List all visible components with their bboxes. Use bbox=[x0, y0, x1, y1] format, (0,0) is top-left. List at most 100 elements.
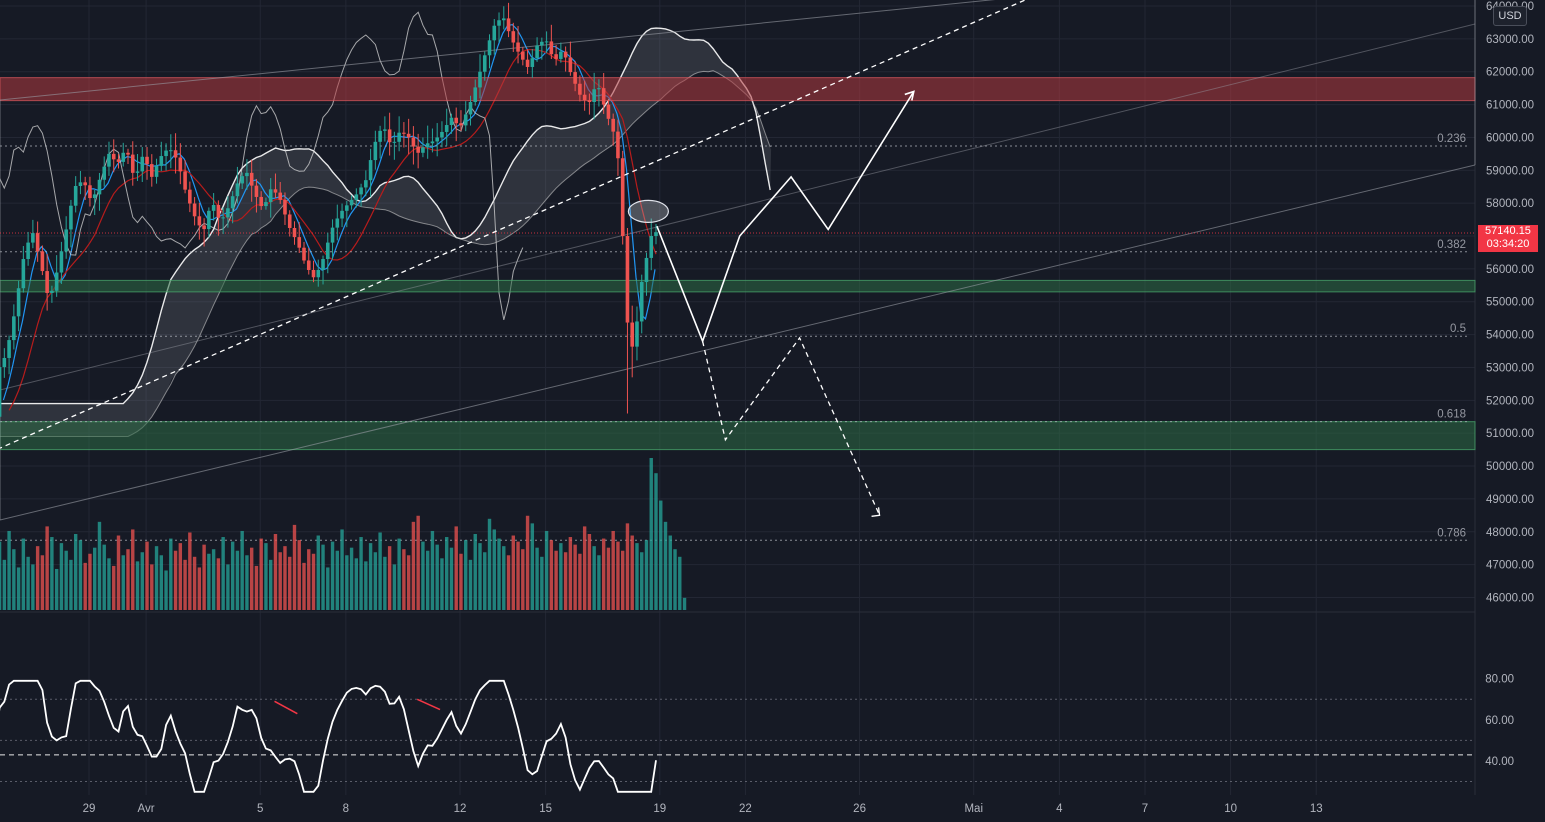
candle-body bbox=[26, 242, 30, 260]
candle-body bbox=[530, 58, 535, 67]
senkou-span-a bbox=[0, 27, 771, 405]
volume-bar bbox=[40, 555, 45, 610]
candle-body bbox=[40, 251, 45, 272]
volume-bar bbox=[7, 530, 11, 610]
candle-body bbox=[173, 150, 178, 158]
candle-body bbox=[340, 210, 344, 219]
bearish-scenario-path[interactable] bbox=[701, 336, 881, 516]
volume-bar bbox=[511, 535, 515, 610]
candle-body bbox=[197, 216, 202, 226]
price-channel[interactable] bbox=[0, 0, 1476, 521]
volume-bar bbox=[216, 558, 221, 610]
volume-bar bbox=[173, 550, 178, 610]
volume-bar bbox=[349, 547, 354, 610]
channel-lower-boundary[interactable] bbox=[0, 164, 1476, 521]
candle-body bbox=[568, 57, 573, 73]
fib-level-label: 0.382 bbox=[1437, 239, 1466, 251]
candle-body bbox=[463, 114, 468, 126]
price-axis-label: 54000.00 bbox=[1486, 330, 1534, 342]
volume-bar bbox=[159, 555, 164, 610]
candle-body bbox=[54, 272, 59, 291]
demand-zone[interactable] bbox=[0, 421, 1476, 451]
scenario-drawings[interactable] bbox=[627, 90, 915, 517]
volume-bar bbox=[616, 541, 620, 610]
candle-body bbox=[2, 357, 7, 368]
volume-bar bbox=[145, 541, 149, 610]
volume-bar bbox=[673, 549, 677, 610]
volume-bar bbox=[64, 550, 68, 610]
volume-bar bbox=[326, 567, 330, 610]
volume-bar bbox=[563, 552, 568, 610]
rsi-bearish-divergence[interactable] bbox=[274, 700, 298, 715]
time-axis[interactable]: 29 Avr 5 8 12 15 19 22 26 Mai 4 7 10 13 bbox=[83, 803, 1323, 815]
volume-bar bbox=[468, 559, 473, 610]
volume-bar bbox=[230, 541, 235, 610]
candle-body bbox=[397, 132, 401, 142]
candle-body bbox=[302, 247, 306, 261]
rsi-axis-label: 40.00 bbox=[1485, 756, 1514, 768]
candle-body bbox=[188, 189, 192, 204]
candle-body bbox=[506, 18, 511, 32]
candle-body bbox=[554, 54, 558, 59]
volume-bar bbox=[135, 561, 140, 610]
fibonacci-retracement[interactable]: 0.236 0.382 0.5 0.618 0.786 bbox=[0, 133, 1468, 541]
price-axis-label: 61000.00 bbox=[1486, 100, 1534, 112]
candle-body bbox=[240, 176, 244, 184]
price-axis-label: 55000.00 bbox=[1486, 297, 1534, 309]
supply-zone[interactable] bbox=[0, 77, 1476, 102]
chikou-span bbox=[0, 11, 524, 321]
volume-bar bbox=[620, 550, 625, 610]
volume-bar bbox=[578, 553, 582, 610]
volume-bar bbox=[69, 559, 73, 610]
channel-inner-boundary[interactable] bbox=[0, 23, 1476, 391]
volume-bar bbox=[483, 552, 487, 610]
volume-bar bbox=[107, 558, 111, 610]
candle-body bbox=[639, 282, 644, 322]
candle-body bbox=[625, 236, 630, 323]
volume-bar bbox=[611, 530, 615, 610]
bullish-scenario-path[interactable] bbox=[656, 90, 915, 344]
price-axis-label: 52000.00 bbox=[1486, 395, 1534, 407]
volume-bar bbox=[31, 564, 35, 610]
price-axis-label: 49000.00 bbox=[1486, 494, 1534, 506]
volume-bar bbox=[644, 540, 649, 610]
volume-bar bbox=[535, 547, 539, 610]
volume-bar bbox=[73, 534, 78, 610]
candle-body bbox=[211, 204, 216, 211]
price-axis-label: 48000.00 bbox=[1486, 527, 1534, 539]
candle-body bbox=[606, 104, 611, 119]
volume-bar bbox=[625, 523, 630, 610]
candle-body bbox=[12, 316, 16, 341]
demand-zone[interactable] bbox=[0, 279, 1476, 293]
price-axis-label: 58000.00 bbox=[1486, 198, 1534, 210]
volume-bar bbox=[663, 521, 668, 610]
currency-badge[interactable]: USD bbox=[1493, 6, 1527, 26]
volume-bar bbox=[597, 555, 601, 610]
volume-bar bbox=[678, 556, 682, 610]
volume-bar bbox=[378, 532, 382, 610]
candle-body bbox=[73, 185, 78, 206]
candle-body bbox=[107, 153, 111, 167]
channel-upper-boundary[interactable] bbox=[0, 0, 1010, 101]
volume-bar bbox=[345, 555, 349, 610]
candle-body bbox=[259, 196, 263, 207]
time-axis-label: 29 bbox=[83, 803, 96, 815]
rsi-bearish-divergence[interactable] bbox=[416, 698, 441, 711]
price-axis-label: 46000.00 bbox=[1486, 592, 1534, 604]
candle-body bbox=[316, 269, 321, 278]
candle-body bbox=[235, 183, 240, 197]
volume-bar bbox=[473, 534, 477, 610]
volume-bars bbox=[0, 458, 687, 610]
volume-bar bbox=[668, 535, 672, 610]
candle-body bbox=[563, 51, 568, 58]
candle-body bbox=[616, 131, 620, 159]
candle-body bbox=[321, 259, 325, 270]
retest-highlight-ellipse[interactable] bbox=[627, 199, 669, 223]
candle-body bbox=[373, 141, 378, 161]
volume-bar bbox=[402, 549, 406, 610]
candle-body bbox=[45, 271, 49, 293]
candle-body bbox=[183, 171, 187, 190]
candle-body bbox=[178, 157, 183, 172]
ichimoku-cloud bbox=[0, 11, 772, 437]
